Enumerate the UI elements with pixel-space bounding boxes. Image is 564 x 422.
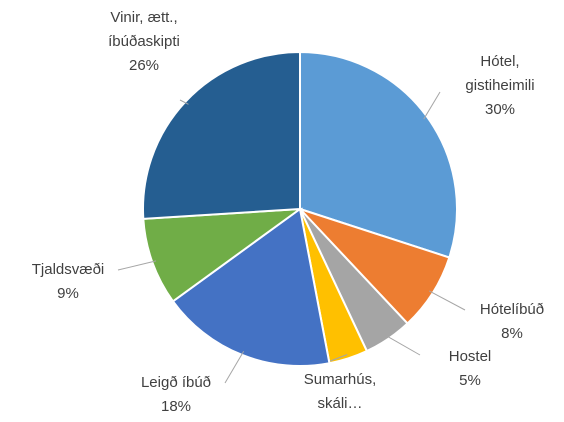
value-label: 5% (459, 372, 481, 389)
leader-line (428, 290, 466, 311)
value-label: 26% (129, 57, 159, 74)
category-label: Hótel, (480, 53, 519, 70)
category-label: gistiheimili (465, 77, 534, 94)
value-label: 30% (485, 101, 515, 118)
value-label: 9% (57, 285, 79, 302)
category-label: Vinir, ætt., (110, 9, 177, 26)
category-label: Hostel (449, 348, 492, 365)
leader-line (423, 91, 441, 120)
pie-slice (171, 207, 331, 367)
category-label: íbúðaskipti (108, 33, 180, 50)
category-label: Leigð íbúð (141, 374, 211, 391)
leader-line (179, 99, 189, 105)
value-label: 18% (161, 398, 191, 415)
pie-slice (299, 50, 458, 259)
leader-line (117, 260, 157, 271)
category-label: Tjaldsvæði (32, 261, 105, 278)
leader-line (385, 335, 421, 356)
category-label: skáli… (317, 395, 362, 412)
pie-slice (142, 50, 301, 220)
category-label: Hótelíbúð (480, 301, 544, 318)
category-label: Sumarhús, (304, 371, 377, 388)
leader-line (224, 351, 245, 384)
value-label: 8% (501, 325, 523, 342)
